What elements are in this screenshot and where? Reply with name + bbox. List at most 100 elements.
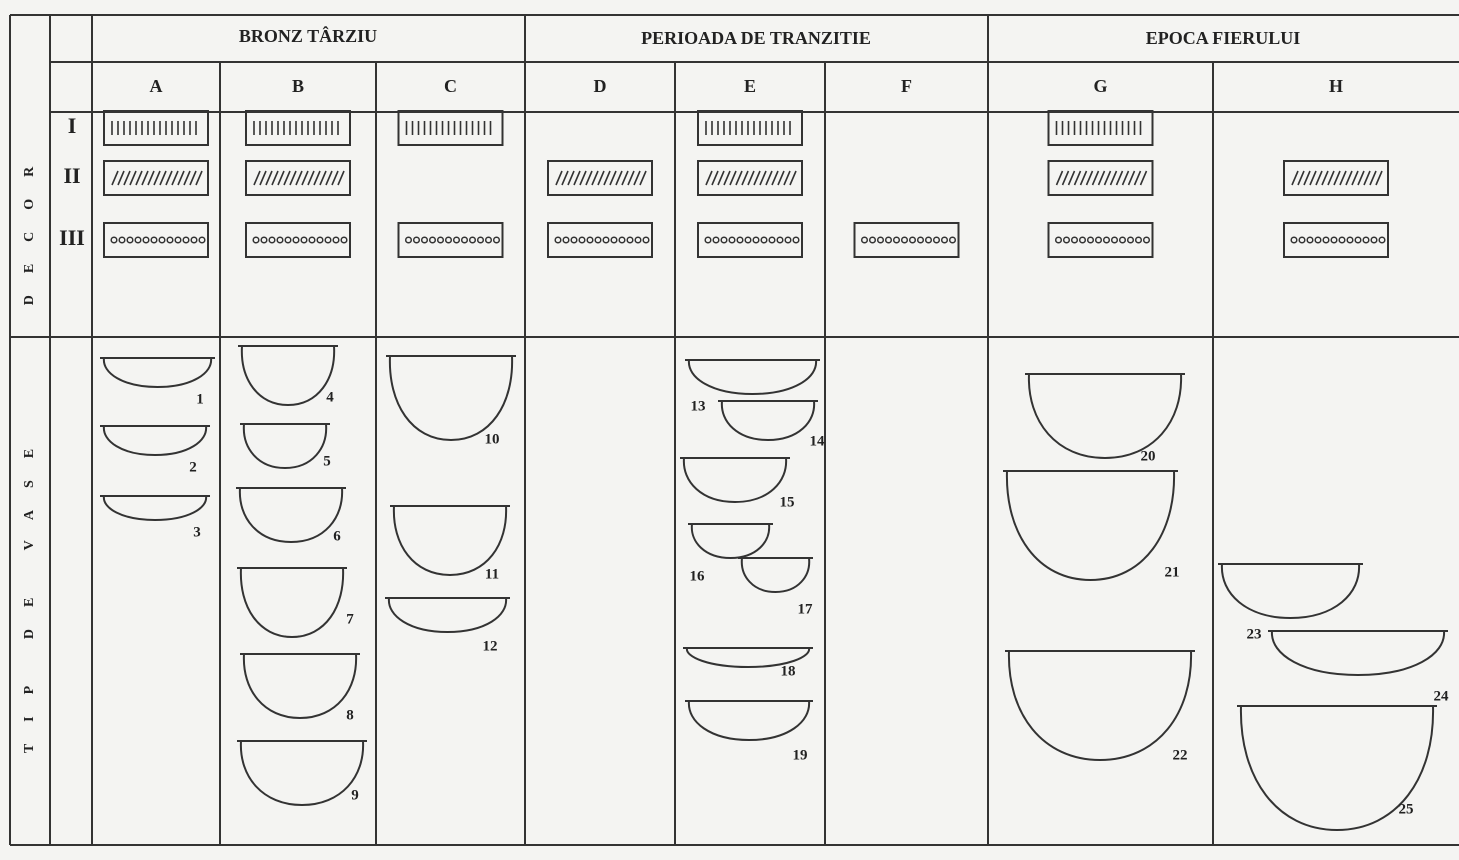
decor-dot (158, 236, 166, 244)
decor-dot (744, 236, 752, 244)
decor-dot (276, 236, 284, 244)
vessel-number: 20 (1141, 448, 1156, 464)
decor-dot (324, 236, 332, 244)
column-letter: H (1329, 76, 1343, 96)
decor-dot (1110, 236, 1119, 244)
decor-hatch (1055, 170, 1148, 186)
decor-dot (452, 236, 461, 244)
decor-dot (860, 236, 869, 244)
decor-dot (1346, 236, 1354, 244)
vessel-number: 14 (810, 433, 826, 449)
decor-dot (1070, 236, 1079, 244)
vessel-number: 2 (189, 459, 197, 475)
decor-hatch (705, 121, 791, 135)
period-header: BRONZ TÂRZIU (239, 25, 377, 46)
vessel-sketch (1218, 563, 1363, 620)
decor-dot (610, 236, 618, 244)
vessel-sketch (1003, 470, 1178, 582)
decor-dot (1354, 236, 1362, 244)
decor-dot (1118, 236, 1127, 244)
decor-box (245, 222, 351, 258)
decor-dot (908, 236, 917, 244)
decor-dot (420, 236, 429, 244)
decor-dot (126, 236, 134, 244)
decor-dot (484, 236, 493, 244)
decor-dot (444, 236, 453, 244)
vessel-number: 16 (690, 568, 706, 584)
decor-row-label: I (68, 113, 77, 138)
vessel-sketch (385, 597, 510, 634)
decor-dot (150, 236, 158, 244)
decor-dot (940, 236, 949, 244)
decor-row-label: III (59, 225, 85, 250)
decor-dot (476, 236, 485, 244)
decor-hatch (1291, 170, 1383, 186)
vessel-number: 17 (798, 601, 814, 617)
side-label: TIP DE VASE (22, 427, 37, 753)
period-header: PERIOADA DE TRANZITIE (641, 28, 871, 48)
decor-dot (924, 236, 933, 244)
vessel-number: 1 (196, 391, 204, 407)
vessel-sketch (240, 423, 330, 470)
vessel-number: 22 (1173, 747, 1188, 763)
decor-dot (332, 236, 340, 244)
decor-box (103, 160, 209, 196)
decor-dot (1054, 236, 1063, 244)
vessel-number: 10 (485, 431, 500, 447)
decor-box (1283, 160, 1389, 196)
decor-dot (792, 236, 800, 244)
vessel-number: 3 (193, 524, 201, 540)
decor-dot (142, 236, 150, 244)
decor-dot (1306, 236, 1314, 244)
decor-dot (292, 236, 300, 244)
decor-dot (1102, 236, 1111, 244)
decor-hatch (253, 170, 345, 186)
decor-dot (618, 236, 626, 244)
decor-dot (182, 236, 190, 244)
decor-dot (1298, 236, 1306, 244)
decor-dot (190, 236, 198, 244)
decor-dot (468, 236, 477, 244)
decor-dot (1378, 236, 1386, 244)
vessel-sketch (1268, 630, 1448, 677)
column-letter: G (1093, 76, 1107, 96)
decor-box (103, 110, 209, 146)
column-letter: B (292, 76, 304, 96)
vessel-number: 24 (1434, 688, 1450, 704)
vessel-number: 23 (1247, 626, 1262, 642)
vessel-sketch (738, 557, 813, 594)
decor-box (397, 110, 504, 146)
decor-dot (784, 236, 792, 244)
decor-hatch (1055, 121, 1142, 135)
decor-dot (720, 236, 728, 244)
decor-dot (428, 236, 437, 244)
decor-dot (768, 236, 776, 244)
decor-dot (436, 236, 445, 244)
decor-dot (932, 236, 941, 244)
decor-dot (1322, 236, 1330, 244)
decor-hatch (111, 121, 197, 135)
decor-dot (1314, 236, 1322, 244)
decor-hatch (705, 170, 797, 186)
vessel-sketch (386, 355, 516, 442)
decor-dot (634, 236, 642, 244)
decor-dot (948, 236, 957, 244)
vessel-number: 7 (346, 611, 354, 627)
decor-box (697, 222, 803, 258)
decor-box (697, 110, 803, 146)
decor-box (245, 110, 351, 146)
side-label: DECOR (22, 145, 37, 306)
decor-box (1047, 110, 1154, 146)
decor-dot (892, 236, 901, 244)
vessel-sketch (1237, 705, 1437, 832)
decor-dot (900, 236, 909, 244)
vessel-number: 15 (780, 494, 795, 510)
decor-dot (704, 236, 712, 244)
vessel-number: 18 (781, 663, 796, 679)
vessel-sketch (237, 740, 367, 807)
decor-box (1047, 160, 1154, 196)
decor-dot (626, 236, 634, 244)
decor-dot (260, 236, 268, 244)
vessel-sketch (685, 700, 813, 742)
